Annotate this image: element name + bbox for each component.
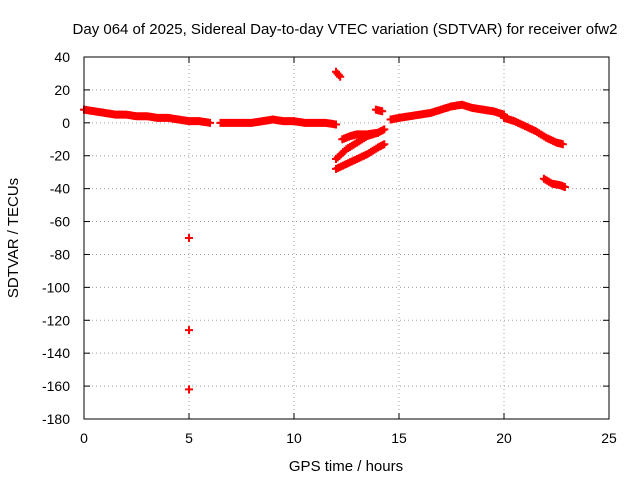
y-tick-label: -160: [42, 378, 70, 394]
x-tick-label: 5: [185, 430, 193, 446]
plot-frame: [83, 56, 610, 420]
chart-title: Day 064 of 2025, Sidereal Day-to-day VTE…: [73, 21, 618, 38]
data-points: [80, 67, 569, 394]
y-tick-label: 0: [62, 115, 70, 131]
y-tick-label: -140: [42, 345, 70, 361]
x-tick-label: 20: [496, 430, 512, 446]
data-point: [558, 140, 567, 149]
x-tick-label: 10: [286, 430, 302, 446]
data-point: [334, 71, 343, 80]
y-tick-label: -120: [42, 312, 70, 328]
y-tick-label: -20: [50, 148, 70, 164]
y-axis-label: SDTVAR / TECUs: [5, 178, 22, 298]
data-point: [380, 140, 389, 149]
data-point: [378, 107, 387, 116]
outlier-point: [185, 385, 193, 394]
x-tick-label: 15: [391, 430, 407, 446]
axes-ticks: 0 5 10 15 20 25 40 20 0 -20 -40 -60 -80 -100 -120 -140 -…: [42, 49, 617, 446]
y-tick-label: -180: [42, 411, 70, 427]
data-point: [374, 128, 382, 137]
grid: [84, 57, 609, 419]
x-tick-label: 25: [601, 430, 617, 446]
data-point: [336, 72, 345, 81]
data-point: [332, 120, 340, 129]
y-tick-label: -60: [50, 214, 70, 230]
y-tick-label: -40: [50, 181, 70, 197]
y-tick-label: -100: [42, 279, 70, 295]
data-point: [380, 125, 389, 134]
outlier-point: [185, 234, 193, 242]
y-tick-label: 40: [54, 49, 70, 65]
data-point: [560, 182, 569, 191]
x-axis-label: GPS time / hours: [289, 458, 403, 475]
data-point: [206, 118, 214, 127]
y-tick-label: -80: [50, 246, 70, 262]
outlier-point: [185, 326, 193, 335]
x-tick-label: 0: [80, 430, 88, 446]
y-tick-label: 20: [54, 82, 70, 98]
